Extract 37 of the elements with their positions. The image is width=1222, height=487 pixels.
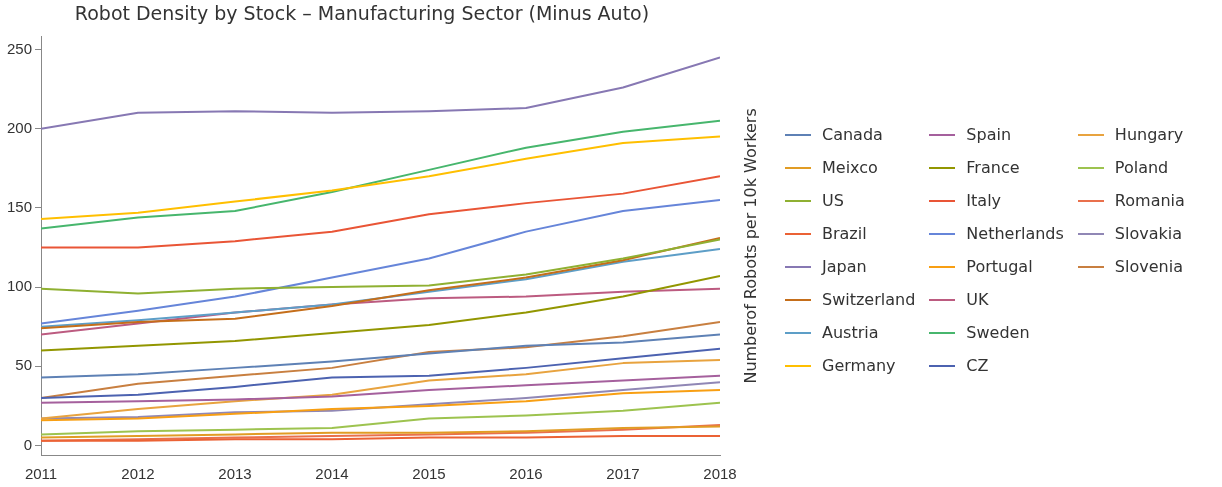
x-tick-label: 2011	[24, 465, 58, 483]
x-tick-label: 2015	[412, 465, 446, 483]
legend-label: Switzerland	[822, 290, 916, 309]
y-tick-label: 100	[7, 277, 33, 295]
x-tick-label: 2012	[121, 465, 155, 483]
x-tick-label: 2014	[315, 465, 349, 483]
legend-label: Portugal	[966, 257, 1033, 276]
y-tick-label: 150	[7, 198, 33, 216]
y-tick-label: 250	[7, 39, 33, 57]
legend-label: US	[822, 191, 844, 210]
y-axis-title: Numberof Robots per 10k Workers	[741, 108, 761, 384]
legend-label: Romania	[1114, 191, 1185, 210]
x-tick-label: 2017	[606, 465, 640, 483]
legend-label: Poland	[1114, 158, 1169, 177]
y-tick-label: 200	[7, 118, 33, 136]
legend-label: Japan	[822, 257, 867, 276]
legend-label: Hungary	[1114, 125, 1184, 144]
y-tick-label: 50	[15, 356, 33, 374]
x-tick-label: 2013	[218, 465, 252, 483]
legend-label: Canada	[822, 125, 883, 144]
legend-label: CZ	[966, 356, 989, 375]
legend-label: Meixco	[822, 158, 878, 177]
legend-label: Slovakia	[1114, 224, 1183, 243]
chart-title: Robot Density by Stock – Manufacturing Sector (Minus Auto)	[74, 2, 650, 25]
legend-label: Austria	[822, 323, 879, 342]
legend-label: Sweden	[966, 323, 1030, 342]
legend-label: Spain	[966, 125, 1012, 144]
legend-label: Slovenia	[1114, 257, 1183, 276]
x-tick-label: 2018	[703, 465, 737, 483]
x-tick-label: 2016	[509, 465, 543, 483]
legend-label: France	[966, 158, 1020, 177]
legend-label: UK	[966, 290, 989, 309]
legend-label: Brazil	[822, 224, 867, 243]
legend-label: Netherlands	[966, 224, 1064, 243]
legend-label: Italy	[966, 191, 1002, 210]
legend-label: Germany	[822, 356, 896, 375]
y-tick-label: 0	[23, 435, 33, 453]
